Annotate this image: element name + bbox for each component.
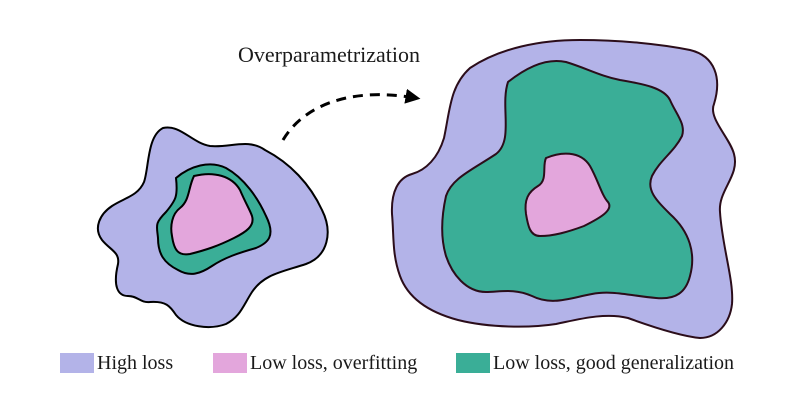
overparametrized-model-landscape — [390, 38, 737, 340]
legend-label-high-loss: High loss — [97, 352, 174, 374]
legend-label-overfitting: Low loss, overfitting — [250, 352, 418, 374]
small-model-landscape — [97, 126, 329, 328]
arrow-label: Overparametrization — [238, 42, 421, 67]
legend: High loss Low loss, overfitting Low loss… — [60, 351, 780, 375]
legend-item-good-generalization: Low loss, good generalization — [456, 351, 734, 375]
overparametrization-arrow — [281, 88, 421, 141]
legend-item-high-loss: High loss — [60, 351, 173, 375]
high-loss-swatch — [60, 353, 94, 373]
legend-label-good-generalization: Low loss, good generalization — [493, 352, 735, 374]
legend-item-overfitting: Low loss, overfitting — [213, 351, 417, 375]
left-overfitting-region — [170, 173, 254, 256]
overfitting-swatch — [213, 353, 247, 373]
right-overfitting-region — [524, 152, 611, 238]
good-generalization-swatch — [456, 353, 490, 373]
